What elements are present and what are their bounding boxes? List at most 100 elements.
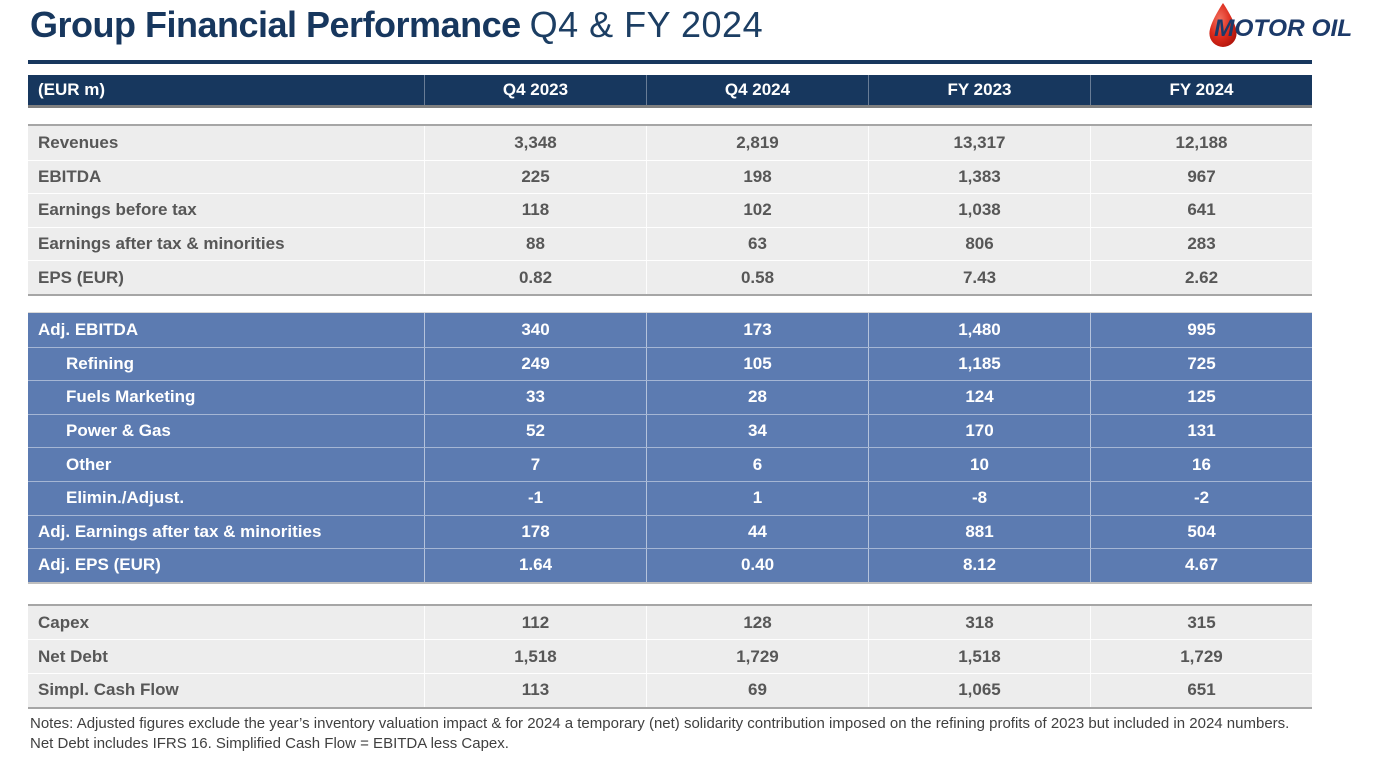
row-value: 12,188	[1090, 126, 1312, 160]
row-value: 651	[1090, 673, 1312, 707]
table-row-earnings-after-tax: Earnings after tax & minorities 88 63 80…	[28, 226, 1312, 261]
table-row-elimin-adjust: Elimin./Adjust. -1 1 -8 -2	[28, 480, 1312, 515]
row-value: -2	[1090, 481, 1312, 515]
row-value: 283	[1090, 227, 1312, 261]
page-title-main: Group Financial Performance	[30, 4, 521, 45]
row-value: 69	[646, 673, 868, 707]
row-value: 0.58	[646, 261, 868, 294]
row-value: 88	[424, 227, 646, 261]
table-row-other: Other 7 6 10 16	[28, 447, 1312, 481]
row-value: 131	[1090, 414, 1312, 448]
financial-table: (EUR m) Q4 2023 Q4 2024 FY 2023 FY 2024 …	[28, 75, 1312, 709]
row-value: 118	[424, 194, 646, 227]
row-value: 881	[868, 515, 1090, 549]
row-value: 995	[1090, 312, 1312, 347]
row-label: EPS (EUR)	[38, 267, 124, 287]
section-reported: Revenues 3,348 2,819 13,317 12,188 EBITD…	[28, 124, 1312, 296]
row-label: Refining	[66, 353, 134, 373]
table-row-ebitda: EBITDA 225 198 1,383 967	[28, 159, 1312, 194]
table-header-row: (EUR m) Q4 2023 Q4 2024 FY 2023 FY 2024	[28, 75, 1312, 108]
row-value: 63	[646, 227, 868, 261]
row-value: 806	[868, 227, 1090, 261]
row-value: 44	[646, 515, 868, 549]
row-label: Revenues	[38, 132, 119, 152]
table-row-eps: EPS (EUR) 0.82 0.58 7.43 2.62	[28, 260, 1312, 294]
row-value: 1,185	[868, 347, 1090, 381]
row-label: Adj. EBITDA	[38, 319, 139, 339]
row-value: 105	[646, 347, 868, 381]
table-row-adj-eps: Adj. EPS (EUR) 1.64 0.40 8.12 4.67	[28, 548, 1312, 582]
row-value: 1,480	[868, 312, 1090, 347]
row-value: -1	[424, 481, 646, 515]
row-value: 16	[1090, 448, 1312, 481]
row-value: 2.62	[1090, 261, 1312, 294]
row-value: 52	[424, 414, 646, 448]
row-value: 125	[1090, 381, 1312, 414]
row-value: 0.40	[646, 549, 868, 582]
row-label: Earnings after tax & minorities	[38, 234, 285, 254]
row-value: 225	[424, 160, 646, 194]
table-row-earnings-before-tax: Earnings before tax 118 102 1,038 641	[28, 193, 1312, 227]
column-header-unit: (EUR m)	[38, 80, 106, 99]
row-value: 128	[646, 605, 868, 640]
row-value: 1,518	[424, 640, 646, 673]
row-value: 1,518	[868, 640, 1090, 673]
table-row-revenues: Revenues 3,348 2,819 13,317 12,188	[28, 126, 1312, 160]
motor-oil-logo: MOTOR OIL	[1206, 2, 1366, 54]
row-value: 6	[646, 448, 868, 481]
row-value: 1,729	[646, 640, 868, 673]
row-value: 1	[646, 481, 868, 515]
row-value: 967	[1090, 160, 1312, 194]
row-value: -8	[868, 481, 1090, 515]
row-label: Adj. Earnings after tax & minorities	[38, 521, 322, 541]
column-header-fy-2024: FY 2024	[1090, 75, 1312, 105]
row-value: 725	[1090, 347, 1312, 381]
row-value: 3,348	[424, 126, 646, 160]
title-rule	[28, 60, 1312, 64]
row-label: Fuels Marketing	[66, 387, 196, 407]
oil-drop-icon	[1209, 3, 1237, 47]
row-value: 102	[646, 194, 868, 227]
row-value: 1,729	[1090, 640, 1312, 673]
table-row-adj-ebitda: Adj. EBITDA 340 173 1,480 995	[28, 312, 1312, 347]
table-row-simpl-cash-flow: Simpl. Cash Flow 113 69 1,065 651	[28, 672, 1312, 707]
section-cash: Capex 112 128 318 315 Net Debt 1,518 1,7…	[28, 603, 1312, 709]
row-value: 13,317	[868, 126, 1090, 160]
section-adjusted: Adj. EBITDA 340 173 1,480 995 Refining 2…	[28, 311, 1312, 584]
table-row-net-debt: Net Debt 1,518 1,729 1,518 1,729	[28, 639, 1312, 673]
row-value: 8.12	[868, 549, 1090, 582]
table-row-power-gas: Power & Gas 52 34 170 131	[28, 413, 1312, 448]
row-value: 28	[646, 381, 868, 414]
footnotes: Notes: Adjusted figures exclude the year…	[30, 715, 1290, 752]
row-value: 1,383	[868, 160, 1090, 194]
row-value: 0.82	[424, 261, 646, 294]
row-value: 198	[646, 160, 868, 194]
row-value: 34	[646, 414, 868, 448]
row-label: Capex	[38, 612, 90, 632]
row-label: Power & Gas	[66, 421, 171, 441]
table-row-capex: Capex 112 128 318 315	[28, 605, 1312, 640]
row-value: 124	[868, 381, 1090, 414]
column-header-q4-2023: Q4 2023	[424, 75, 646, 105]
row-value: 249	[424, 347, 646, 381]
row-value: 33	[424, 381, 646, 414]
row-value: 318	[868, 605, 1090, 640]
row-value: 170	[868, 414, 1090, 448]
row-label: Adj. EPS (EUR)	[38, 555, 161, 575]
row-label: Elimin./Adjust.	[66, 488, 185, 508]
row-value: 1.64	[424, 549, 646, 582]
row-value: 4.67	[1090, 549, 1312, 582]
page-title: Group Financial Performance Q4 & FY 2024	[30, 4, 763, 46]
table-row-adj-earnings-after-tax: Adj. Earnings after tax & minorities 178…	[28, 514, 1312, 549]
row-label: Simpl. Cash Flow	[38, 680, 179, 700]
row-label: Net Debt	[38, 646, 108, 666]
page-title-period: Q4 & FY 2024	[529, 4, 764, 45]
row-value: 173	[646, 312, 868, 347]
row-value: 2,819	[646, 126, 868, 160]
row-label: Other	[66, 454, 112, 474]
row-value: 504	[1090, 515, 1312, 549]
row-value: 641	[1090, 194, 1312, 227]
row-value: 7	[424, 448, 646, 481]
row-label: EBITDA	[38, 166, 102, 186]
